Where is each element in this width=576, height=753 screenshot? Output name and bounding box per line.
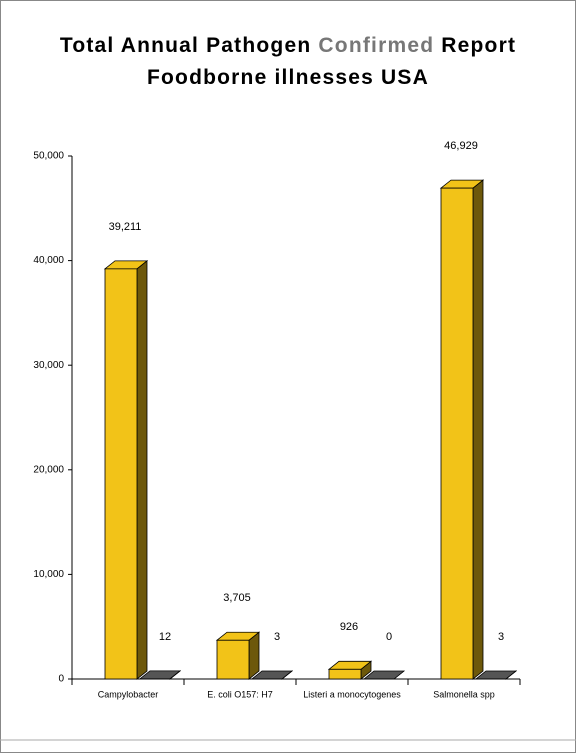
data-label: 46,929 — [444, 140, 478, 152]
bar-front — [440, 187, 474, 680]
title-part: Confirmed — [318, 34, 434, 57]
chart-subtitle: Foodborne illnesses USA — [147, 66, 429, 89]
bar — [138, 670, 182, 680]
y-tick-label: 40,000 — [33, 255, 64, 266]
data-label: 3 — [498, 631, 504, 643]
chart-title: Total Annual Pathogen Confirmed Report — [60, 34, 516, 57]
y-tick-label: 20,000 — [33, 464, 64, 475]
bar — [327, 660, 373, 680]
bar-side — [472, 179, 484, 680]
data-label: 926 — [340, 621, 358, 633]
data-label: 39,211 — [109, 221, 142, 233]
bar — [474, 670, 518, 680]
data-label: 3 — [274, 631, 280, 643]
bar-front — [216, 639, 250, 680]
bar-front — [328, 668, 362, 680]
x-tick-label: Campylobacter — [98, 689, 159, 699]
y-tick-label: 0 — [58, 674, 64, 685]
x-tick-label: Salmonella spp — [433, 689, 495, 699]
y-tick-label: 30,000 — [33, 360, 64, 371]
title-part: Report — [441, 34, 516, 57]
bar-side — [136, 260, 148, 680]
y-tick-label: 10,000 — [33, 569, 64, 580]
y-tick-label: 50,000 — [33, 151, 64, 162]
bar-front — [104, 268, 138, 680]
data-label: 12 — [159, 631, 171, 643]
bar — [103, 260, 149, 680]
bar — [215, 631, 261, 680]
x-tick-label: Listeri a monocytogenes — [303, 689, 401, 699]
bar — [250, 670, 294, 680]
data-label: 3,705 — [223, 592, 251, 604]
x-tick-label: E. coli O157: H7 — [207, 689, 273, 699]
bar — [362, 670, 406, 680]
title-part: Total Annual Pathogen — [60, 34, 312, 57]
data-label: 0 — [386, 631, 392, 643]
bar — [439, 179, 485, 680]
